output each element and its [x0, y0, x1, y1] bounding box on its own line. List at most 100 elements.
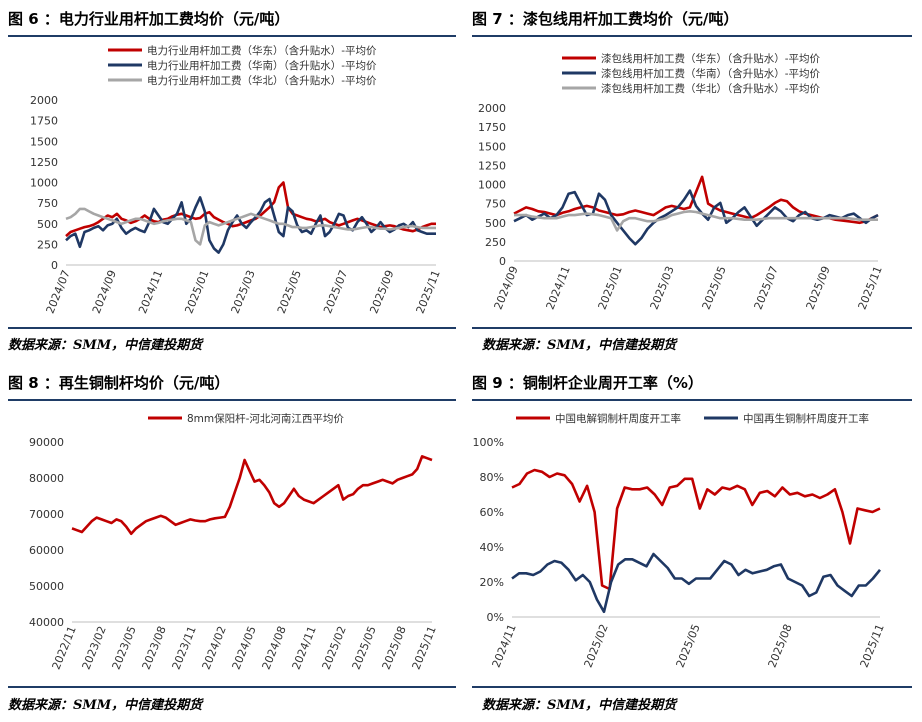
y-tick-label: 40000: [29, 616, 64, 629]
legend-label-1: 8mm保阳杆-河北河南江西平均价: [187, 412, 344, 425]
series-line-1: [511, 468, 881, 591]
x-tick-label: 2024/11: [290, 624, 319, 671]
x-tick-label: 2024/11: [490, 622, 519, 669]
y-tick-label: 100%: [473, 436, 504, 449]
series-line-2: [513, 189, 879, 246]
y-tick-label: 80%: [480, 471, 504, 484]
chart-figure-7: 0 250 500 750 1000 1250 1500 1750 2000 2024/09 202…: [478, 52, 885, 311]
data-source: 数据来源：SMM，中信建投期货: [8, 698, 203, 713]
series-line-3: [514, 210, 878, 232]
x-tick-label: 2025/05: [350, 624, 379, 671]
y-tick-label: 1000: [30, 177, 58, 190]
y-tick-label: 0: [51, 259, 58, 272]
footer-rule: [8, 686, 456, 688]
panel-figure-7: 图 7 ：漆包线用杆加工费均价（元/吨） 0 250 500 750 1000 1250 1…: [472, 8, 912, 358]
x-tick-label: 2023/08: [140, 624, 169, 671]
footer-rule: [472, 327, 912, 329]
y-tick-label: 250: [485, 236, 506, 249]
y-tick-label: 0%: [487, 611, 504, 624]
y-tick-label: 2000: [30, 94, 58, 107]
x-tick-label: 2025/02: [320, 624, 349, 671]
y-tick-label: 90000: [29, 436, 64, 449]
x-tick-label: 2025/08: [766, 622, 795, 669]
x-tick-label: 2024/09: [90, 268, 119, 315]
y-tick-label: 0: [499, 255, 506, 268]
y-tick-label: 750: [485, 198, 506, 211]
y-tick-label: 1000: [478, 179, 506, 192]
series-line-3: [65, 207, 436, 246]
x-tick-label: 2024/09: [492, 264, 521, 311]
legend-label-2: 电力行业用杆加工费（华南）（含升贴水）-平均价: [147, 59, 377, 72]
y-tick-label: 1750: [30, 115, 58, 128]
y-tick-label: 60000: [29, 544, 64, 557]
x-tick-label: 2025/07: [321, 268, 350, 315]
x-tick-label: 2023/11: [170, 624, 199, 671]
data-source: 数据来源：SMM，中信建投期货: [482, 338, 677, 353]
y-tick-label: 1250: [30, 156, 58, 169]
legend-label-1: 漆包线用杆加工费（华东）（含升贴水）-平均价: [601, 52, 821, 65]
x-tick-label: 2024/07: [44, 268, 73, 315]
title-rule: [472, 35, 912, 37]
series-line-1: [513, 175, 879, 225]
panel-title: 图 9 ：铜制杆企业周开工率（%）: [472, 374, 703, 392]
x-tick-label: 2023/02: [80, 624, 109, 671]
y-tick-label: 70000: [29, 508, 64, 521]
data-source: 数据来源：SMM，中信建投期货: [482, 698, 677, 713]
y-tick-label: 60%: [480, 506, 504, 519]
x-tick-label: 2025/11: [858, 622, 887, 669]
x-tick-label: 2025/11: [414, 268, 443, 315]
panel-title: 图 6 ：电力行业用杆加工费均价（元/吨）: [8, 10, 290, 28]
y-tick-label: 2000: [478, 102, 506, 115]
y-tick-label: 50000: [29, 580, 64, 593]
y-tick-label: 500: [485, 217, 506, 230]
panel-title: 图 7 ：漆包线用杆加工费均价（元/吨）: [472, 10, 739, 28]
series-line-2: [65, 196, 436, 254]
x-tick-label: 2025/03: [229, 268, 258, 315]
x-tick-label: 2025/03: [648, 264, 677, 311]
panel-figure-8: 图 8 ：再生铜制杆均价（元/吨） 40000 50000 60000 70000 80…: [8, 372, 456, 717]
x-tick-label: 2025/11: [410, 624, 439, 671]
footer-rule: [472, 686, 912, 688]
x-tick-label: 2024/05: [230, 624, 259, 671]
x-tick-label: 2025/05: [700, 264, 729, 311]
footer-rule: [8, 327, 456, 329]
x-tick-label: 2024/11: [136, 268, 165, 315]
x-tick-label: 2025/02: [582, 622, 611, 669]
y-tick-label: 40%: [480, 541, 504, 554]
x-tick-label: 2025/11: [856, 264, 885, 311]
series-line-2: [511, 552, 882, 614]
x-tick-label: 2022/11: [50, 624, 79, 671]
x-tick-label: 2023/05: [110, 624, 139, 671]
x-tick-label: 2025/01: [596, 264, 625, 311]
y-tick-label: 500: [37, 218, 58, 231]
x-tick-label: 2025/01: [182, 268, 211, 315]
data-source: 数据来源：SMM，中信建投期货: [8, 338, 203, 353]
y-tick-label: 1500: [30, 135, 58, 148]
chart-figure-6: 0 250 500 750 1000 1250 1500 1750 2000 2024/07 202…: [30, 44, 443, 315]
x-tick-label: 2024/08: [260, 624, 289, 671]
y-tick-label: 1750: [478, 121, 506, 134]
x-tick-label: 2025/09: [367, 268, 396, 315]
y-tick-label: 750: [37, 197, 58, 210]
panel-figure-9: 图 9 ：铜制杆企业周开工率（%） 0% 20% 40% 60% 80% 100% 2024…: [472, 372, 912, 717]
y-tick-label: 250: [37, 238, 58, 251]
legend-label-3: 电力行业用杆加工费（华北）（含升贴水）-平均价: [147, 74, 377, 87]
x-tick-label: 2024/02: [200, 624, 229, 671]
y-tick-label: 1250: [478, 159, 506, 172]
x-tick-label: 2025/09: [804, 264, 833, 311]
x-tick-label: 2025/05: [674, 622, 703, 669]
panel-figure-6: 图 6 ：电力行业用杆加工费均价（元/吨） 0 250 500 750 1000 1250…: [8, 8, 456, 358]
legend-label-2: 中国再生铜制杆周度开工率: [743, 412, 869, 425]
series-line-1: [71, 455, 433, 536]
title-rule: [8, 399, 456, 401]
x-tick-label: 2025/07: [752, 264, 781, 311]
y-tick-label: 80000: [29, 472, 64, 485]
panel-title: 图 8 ：再生铜制杆均价（元/吨）: [8, 374, 230, 392]
legend-label-3: 漆包线用杆加工费（华北）（含升贴水）-平均价: [601, 82, 821, 95]
title-rule: [472, 399, 912, 401]
y-tick-label: 20%: [480, 576, 504, 589]
legend-label-1: 电力行业用杆加工费（华东）（含升贴水）-平均价: [147, 44, 377, 57]
legend-label-2: 漆包线用杆加工费（华南）（含升贴水）-平均价: [601, 67, 821, 80]
legend-label-1: 中国电解铜制杆周度开工率: [555, 412, 681, 425]
